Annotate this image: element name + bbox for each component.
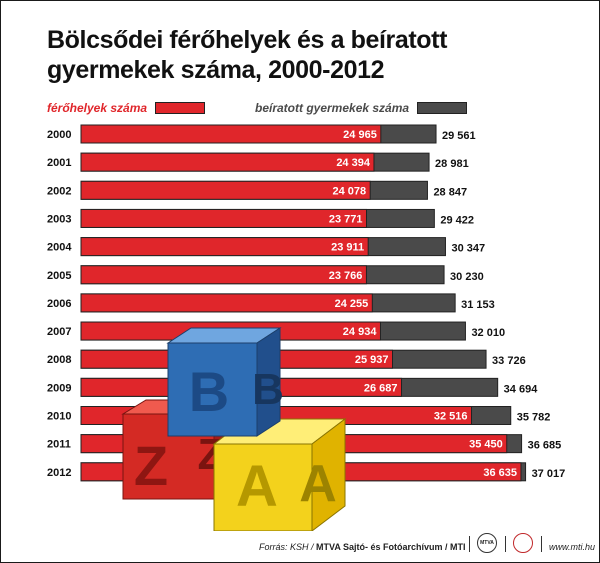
value-label-capacity-2010: 32 516: [434, 411, 468, 423]
value-label-capacity-2012: 36 635: [483, 467, 517, 479]
website-link[interactable]: www.mti.hu: [549, 542, 596, 552]
chart-title-line-2: gyermekek száma, 2000-2012: [47, 56, 385, 84]
mti-logo-icon: [513, 533, 533, 553]
bar-capacity-2000: [80, 124, 382, 144]
value-label-enrolled-2009: 34 694: [504, 383, 539, 395]
bar-capacity-2004: [80, 237, 369, 257]
bar-capacity-2005: [80, 265, 367, 285]
year-label-2004: 2004: [47, 242, 72, 254]
value-label-enrolled-2004: 30 347: [451, 243, 485, 255]
footer-divider-1: [469, 536, 470, 552]
block-b: B B: [166, 327, 284, 437]
block-letter-z: Z: [134, 434, 168, 497]
value-label-enrolled-2010: 35 782: [517, 412, 551, 424]
year-label-2008: 2008: [47, 354, 71, 366]
year-label-2009: 2009: [47, 382, 71, 394]
bar-capacity-2003: [80, 208, 367, 228]
seal-text: MTVA: [480, 540, 494, 546]
value-label-capacity-2000: 24 965: [343, 129, 377, 141]
value-label-capacity-2002: 24 078: [333, 185, 367, 197]
block-letter-a-side: A: [299, 455, 337, 513]
legend-label-enrolled: beíratott gyermekek száma: [255, 101, 410, 115]
block-letter-b-side: B: [252, 365, 284, 414]
bar-capacity-2001: [80, 152, 375, 172]
year-label-2007: 2007: [47, 326, 71, 338]
toy-blocks-illustration: Z Z A A B B: [121, 327, 347, 531]
legend-item-capacity: férőhelyek száma: [47, 100, 206, 116]
year-label-2005: 2005: [47, 270, 71, 282]
value-label-capacity-2008: 25 937: [355, 354, 389, 366]
value-label-capacity-2011: 35 450: [469, 439, 503, 451]
value-label-enrolled-2006: 31 153: [461, 299, 495, 311]
source-org: MTVA Sajtó- és Fotóarchívum / MTI: [316, 542, 466, 552]
block-a: A A: [212, 417, 347, 531]
block-letter-a: A: [236, 454, 278, 519]
mtva-seal-icon: MTVA: [477, 533, 497, 553]
year-label-2012: 2012: [47, 467, 71, 479]
value-label-enrolled-2011: 36 685: [528, 440, 562, 452]
block-letter-b: B: [189, 360, 229, 423]
year-label-2002: 2002: [47, 185, 71, 197]
source-footer: Forrás: KSH / MTVA Sajtó- és Fotóarchívu…: [259, 542, 466, 552]
value-label-enrolled-2001: 28 981: [435, 158, 469, 170]
year-label-2000: 2000: [47, 129, 71, 141]
value-label-enrolled-2007: 32 010: [471, 327, 505, 339]
value-label-capacity-2004: 23 911: [331, 242, 364, 254]
value-label-enrolled-2002: 28 847: [433, 186, 467, 198]
value-label-enrolled-2005: 30 230: [450, 271, 484, 283]
legend-swatch-enrolled: [417, 102, 468, 114]
year-label-2001: 2001: [47, 157, 71, 169]
value-label-enrolled-2008: 33 726: [492, 355, 526, 367]
bar-chart: 2000 24 965 29 561 2001 24 394 28 981 2002 24 0…: [47, 124, 566, 531]
value-label-capacity-2003: 23 771: [329, 213, 363, 225]
year-label-2006: 2006: [47, 298, 71, 310]
footer-divider-2: [505, 536, 506, 552]
value-label-enrolled-2000: 29 561: [442, 130, 476, 142]
year-label-2010: 2010: [47, 411, 71, 423]
value-label-enrolled-2003: 29 422: [440, 214, 474, 226]
value-label-enrolled-2012: 37 017: [532, 468, 566, 480]
legend-item-enrolled: beíratott gyermekek száma: [255, 100, 468, 116]
value-label-capacity-2007: 24 934: [343, 326, 378, 338]
bar-capacity-2002: [80, 180, 371, 200]
value-label-capacity-2001: 24 394: [336, 157, 371, 169]
value-label-capacity-2009: 26 687: [364, 382, 398, 394]
legend-swatch-capacity: [155, 102, 206, 114]
source-prefix: Forrás: KSH /: [259, 542, 314, 552]
value-label-capacity-2006: 24 255: [335, 298, 369, 310]
legend-label-capacity: férőhelyek száma: [47, 101, 148, 115]
year-label-2011: 2011: [47, 439, 71, 451]
chart-title-line-1: Bölcsődei férőhelyek és a beíratott: [47, 26, 448, 54]
value-label-capacity-2005: 23 766: [329, 270, 363, 282]
bar-capacity-2006: [80, 293, 373, 313]
year-label-2003: 2003: [47, 213, 71, 225]
chart-title: Bölcsődei férőhelyek és a beíratott gyer…: [47, 25, 467, 85]
footer-divider-3: [541, 536, 542, 552]
